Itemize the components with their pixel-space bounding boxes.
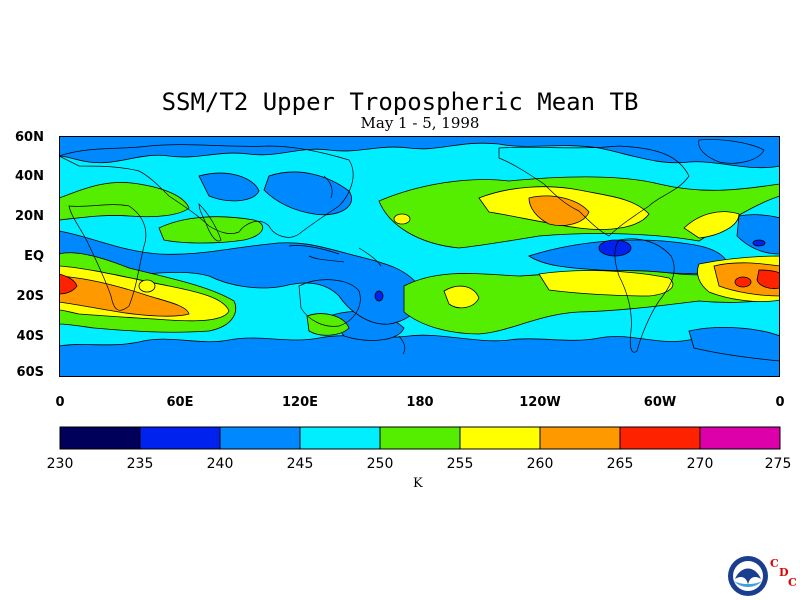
noaa-wave-icon: [734, 581, 762, 587]
coastlines: [59, 139, 765, 355]
colorbar-tick-260: 260: [526, 456, 554, 472]
lon-label-60w: 60W: [643, 395, 677, 410]
colorbar-tick-270: 270: [686, 456, 714, 472]
logo-letter-c2: C: [788, 576, 797, 589]
contour-yellow-south: [538, 270, 674, 297]
contour-yellow-pocket-2: [138, 279, 156, 293]
noaa-logo: [728, 556, 768, 596]
coastline-india: [198, 203, 222, 242]
colorbar-tick-255: 255: [446, 456, 474, 472]
colorbar-tick-265: 265: [606, 456, 634, 472]
logo-letter-c1: C: [770, 557, 779, 570]
coastline-nz: [398, 335, 406, 355]
colorbar-swatch-5: [459, 426, 541, 450]
contour-tropical-blue: [59, 230, 422, 325]
colorbar: [59, 426, 781, 450]
coastline-s-america: [614, 238, 675, 353]
contour-south-blue: [59, 334, 780, 377]
coastline-europe-asia: [59, 144, 354, 238]
coastline-indonesia: [288, 245, 382, 267]
lat-label-60n: 60N: [15, 130, 44, 145]
lon-label-0-end: 0: [775, 395, 785, 410]
coastline-japan: [323, 175, 333, 199]
map-title: SSM/T2 Upper Tropospheric Mean TB: [161, 88, 639, 116]
colorbar-tick-235: 235: [126, 456, 154, 472]
contour-deep-blue-atlantic: [752, 239, 766, 247]
colorbar-swatch-2: [219, 426, 301, 450]
contour-red-africa: [59, 273, 78, 295]
lat-label-60s: 60S: [16, 365, 44, 380]
contour-north-blue-3: [198, 172, 260, 202]
colorbar-swatch-0: [59, 426, 141, 450]
colorbar-swatch-4: [379, 426, 461, 450]
lat-label-eq: EQ: [24, 249, 44, 264]
lon-label-120e: 120E: [281, 395, 319, 410]
noaa-bird-icon: [735, 568, 761, 585]
lat-label-20n: 20N: [15, 209, 44, 224]
contour-green-nafrica: [59, 182, 190, 221]
colorbar-unit-label: K: [413, 476, 423, 491]
lon-label-120w: 120W: [519, 395, 561, 410]
colorbar-tick-245: 245: [286, 456, 314, 472]
contour-red-safrica: [756, 269, 780, 289]
coastline-greenland: [698, 139, 765, 164]
contour-north-blue: [59, 136, 780, 169]
colorbar-tick-275: 275: [764, 456, 792, 472]
contour-deep-blue-west: [374, 290, 384, 302]
coastline-n-america: [498, 145, 690, 237]
colorbar-tick-240: 240: [206, 456, 234, 472]
contour-red-pocket: [734, 276, 752, 288]
colorbar-swatch-8: [699, 426, 781, 450]
map-subtitle: May 1 - 5, 1998: [360, 114, 480, 132]
contour-orange-africa: [59, 275, 190, 317]
contour-orange-mexico: [528, 195, 590, 226]
colorbar-swatch-7: [619, 426, 701, 450]
contour-south-blue-east: [688, 327, 780, 362]
map-fill-layer: [59, 136, 780, 377]
colorbar-swatch-3: [299, 426, 381, 450]
contour-atlantic-blue: [736, 214, 780, 255]
lon-label-0: 0: [55, 395, 65, 410]
lon-label-60e: 60E: [166, 395, 194, 410]
contour-yellow-pocket: [393, 213, 411, 225]
contour-green-australia: [306, 313, 350, 336]
map-frame: [59, 136, 780, 377]
colorbar-tick-250: 250: [366, 456, 394, 472]
colorbar-tick-230: 230: [46, 456, 74, 472]
coastline-australia: [298, 279, 361, 327]
lat-label-40s: 40S: [16, 329, 44, 344]
coastline-africa: [68, 204, 147, 311]
lon-label-180: 180: [406, 395, 434, 410]
contour-yellow-atlantic: [683, 211, 740, 239]
lat-label-20s: 20S: [16, 289, 44, 304]
colorbar-swatch-6: [539, 426, 621, 450]
logo-letter-d: D: [779, 566, 789, 579]
colorbar-swatch-1: [139, 426, 221, 450]
contour-yellow-central: [443, 285, 480, 309]
lat-label-40n: 40N: [15, 169, 44, 184]
temperature-map: [59, 136, 780, 377]
